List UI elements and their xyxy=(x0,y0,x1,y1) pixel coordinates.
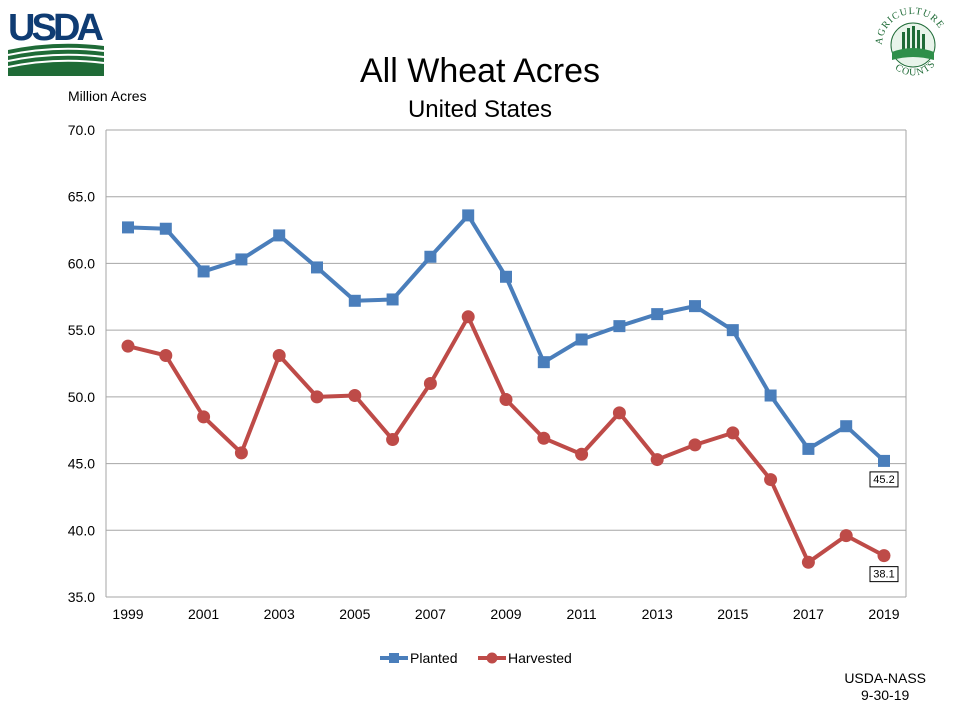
data-point-harvested xyxy=(688,438,702,452)
usda-logo-text: USDA xyxy=(8,7,104,49)
chart-subtitle: United States xyxy=(407,96,553,123)
data-label-box xyxy=(869,471,899,488)
data-point-harvested xyxy=(159,348,173,362)
data-point-harvested xyxy=(197,410,211,424)
data-point-harvested xyxy=(272,348,286,362)
data-point-harvested xyxy=(801,555,815,569)
data-point-planted xyxy=(197,265,210,278)
data-point-planted xyxy=(235,253,248,266)
y-tick-label: 35.0 xyxy=(68,589,95,605)
data-point-harvested xyxy=(764,473,778,487)
series-line-harvested xyxy=(127,314,885,565)
x-tick-label: 2017 xyxy=(793,606,824,622)
legend-label-harvested: Harvested xyxy=(508,650,572,666)
x-tick-label: 2005 xyxy=(339,606,370,622)
x-tick-label: 2009 xyxy=(490,606,521,622)
y-tick-label: 65.0 xyxy=(68,189,95,205)
data-point-planted xyxy=(878,454,890,467)
y-tick-label: 40.0 xyxy=(68,522,95,538)
x-tick-label: 2013 xyxy=(642,606,673,622)
data-point-planted xyxy=(726,324,739,337)
data-point-planted xyxy=(311,261,323,274)
source-agency: USDA-NASS xyxy=(844,670,926,686)
y-tick-label: 70.0 xyxy=(68,122,95,138)
x-tick-label: 2003 xyxy=(264,606,295,622)
x-tick-label: 2015 xyxy=(717,606,748,622)
y-tick-label: 50.0 xyxy=(68,389,95,405)
x-tick-label: 2007 xyxy=(415,606,446,622)
data-point-harvested xyxy=(234,446,248,460)
data-point-harvested xyxy=(348,389,362,403)
series-line-planted xyxy=(127,213,886,463)
data-point-planted xyxy=(348,294,361,307)
data-point-harvested xyxy=(537,431,551,445)
data-point-planted xyxy=(764,389,777,402)
data-point-planted xyxy=(424,250,437,263)
agriculture-counts-logo: AGRICULTURE COUNTS xyxy=(874,6,945,79)
data-point-planted xyxy=(537,356,550,369)
x-tick-label: 2019 xyxy=(868,606,899,622)
source-date: 9-30-19 xyxy=(861,687,910,703)
usda-logo: USDA xyxy=(8,7,105,76)
data-point-planted xyxy=(122,221,134,234)
data-label: 45.2 xyxy=(873,474,894,486)
data-point-harvested xyxy=(121,339,135,353)
x-tick-label: 2001 xyxy=(188,606,219,622)
source-note: USDA-NASS 9-30-19 xyxy=(844,670,926,704)
data-point-harvested xyxy=(461,310,475,324)
data-point-harvested xyxy=(499,393,513,407)
y-tick-label: 60.0 xyxy=(68,255,95,271)
y-tick-label: 45.0 xyxy=(68,456,95,472)
x-tick-label: 2011 xyxy=(567,606,597,622)
data-point-harvested xyxy=(877,549,891,563)
data-point-planted xyxy=(462,209,475,222)
legend-marker-circle xyxy=(486,652,498,664)
data-point-planted xyxy=(802,442,815,455)
data-label-box xyxy=(869,566,899,583)
data-point-harvested xyxy=(310,390,324,404)
data-point-harvested xyxy=(423,377,437,391)
y-axis-label: Million Acres xyxy=(68,88,147,104)
data-point-planted xyxy=(840,420,853,433)
data-point-harvested xyxy=(839,529,853,543)
legend-marker-square xyxy=(389,653,399,663)
data-point-harvested xyxy=(575,447,589,461)
y-tick-label: 55.0 xyxy=(68,322,95,338)
data-point-planted xyxy=(500,270,512,283)
data-point-planted xyxy=(273,229,286,242)
data-point-planted xyxy=(575,333,588,346)
data-point-harvested xyxy=(612,406,626,420)
data-label: 38.1 xyxy=(873,569,894,581)
x-tick-label: 1999 xyxy=(112,606,143,622)
data-point-planted xyxy=(159,222,172,235)
legend-label-planted: Planted xyxy=(410,650,457,666)
chart-title: All Wheat Acres xyxy=(360,52,600,90)
data-point-planted xyxy=(613,320,626,333)
data-point-harvested xyxy=(386,433,400,447)
data-point-harvested xyxy=(726,426,740,440)
data-point-planted xyxy=(651,308,664,321)
data-point-planted xyxy=(386,293,399,306)
data-point-harvested xyxy=(650,453,664,467)
data-point-planted xyxy=(689,300,701,313)
